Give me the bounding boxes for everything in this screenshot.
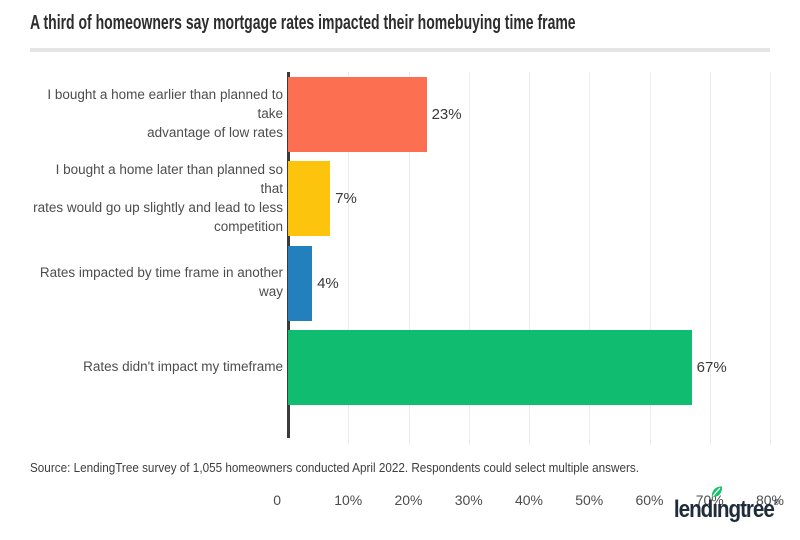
x-tick-label: 0 bbox=[273, 492, 281, 508]
registered-mark: ® bbox=[773, 498, 779, 507]
gridline bbox=[770, 72, 771, 445]
bar-rows: I bought a home earlier than planned to … bbox=[30, 72, 770, 410]
wordmark-part: lend bbox=[674, 496, 713, 523]
category-label: Rates didn't impact my timeframe bbox=[83, 359, 283, 375]
plot-area: 67% bbox=[288, 326, 770, 411]
lendingtree-wordmark: lendı ngtree® bbox=[674, 486, 779, 524]
x-tick-label: 30% bbox=[454, 492, 483, 508]
bar-earlier-than-planned bbox=[288, 76, 427, 152]
source-note: Source: LendingTree survey of 1,055 home… bbox=[30, 460, 707, 475]
value-label: 7% bbox=[335, 190, 357, 208]
gridline bbox=[348, 72, 350, 445]
x-tick-label: 10% bbox=[334, 492, 363, 508]
wordmark-part: ı bbox=[712, 496, 718, 523]
gridline bbox=[468, 72, 470, 445]
value-label: 23% bbox=[431, 105, 462, 123]
wordmark-part: ngtree bbox=[717, 496, 775, 523]
x-tick-label: 60% bbox=[635, 492, 664, 508]
gridline bbox=[709, 72, 711, 445]
x-tick-label: 80% bbox=[755, 492, 785, 508]
x-axis: 0 10% 20% 30% 40% 50% 60% 70% 80% bbox=[273, 492, 784, 512]
plot-area: 7% bbox=[288, 157, 770, 242]
gridline bbox=[408, 72, 410, 445]
title-divider bbox=[30, 48, 770, 52]
plot-area: 23% bbox=[288, 72, 770, 157]
wordmark-i: ı bbox=[711, 486, 722, 524]
bar-chart: I bought a home earlier than planned to … bbox=[30, 72, 784, 508]
source-note-text: Source: LendingTree survey of 1,055 home… bbox=[30, 460, 639, 475]
bar-later-than-planned bbox=[288, 161, 331, 237]
bar-row: Rates impacted by time frame in another … bbox=[30, 241, 770, 326]
chart-title-text: A third of homeowners say mortgage rates… bbox=[30, 12, 576, 34]
bar-row: I bought a home earlier than planned to … bbox=[30, 72, 770, 157]
x-tick-label: 20% bbox=[394, 492, 423, 508]
leaf-icon bbox=[711, 486, 722, 498]
bar-no-impact bbox=[288, 330, 692, 406]
value-label: 67% bbox=[696, 359, 727, 377]
gridline bbox=[589, 72, 591, 445]
category-label: Rates impacted by time frame in another … bbox=[39, 265, 283, 300]
bar-another-way bbox=[288, 245, 313, 321]
bar-row: I bought a home later than planned so th… bbox=[30, 157, 770, 242]
category-label: I bought a home earlier than planned to … bbox=[47, 86, 283, 140]
value-label: 4% bbox=[317, 274, 339, 292]
plot-area: 4% bbox=[288, 241, 770, 326]
x-tick-label: 50% bbox=[575, 492, 604, 508]
gridline bbox=[529, 72, 530, 445]
x-tick-label: 40% bbox=[514, 492, 544, 508]
category-label: I bought a home later than planned so th… bbox=[33, 161, 283, 234]
lendingtree-logo: lendı ngtree® bbox=[657, 486, 779, 524]
gridline bbox=[649, 72, 651, 445]
bar-row: Rates didn't impact my timeframe 67% bbox=[30, 326, 770, 411]
chart-title: A third of homeowners say mortgage rates… bbox=[30, 12, 800, 35]
